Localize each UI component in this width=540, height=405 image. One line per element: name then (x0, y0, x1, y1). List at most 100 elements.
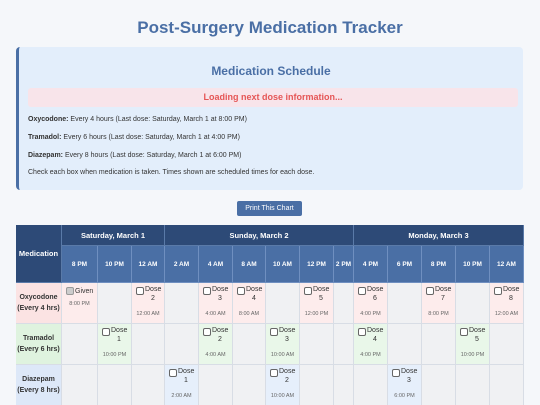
day-header: Saturday, March 1 (62, 225, 165, 246)
time-header: 10 AM (266, 246, 300, 283)
time-header: 10 PM (456, 246, 490, 283)
dose-checkbox[interactable] (270, 328, 278, 336)
empty-cell (98, 365, 132, 405)
dose-label: Dose 3 (401, 368, 418, 384)
dose-time: 2:00 AM (171, 393, 192, 399)
dose-time: 12:00 AM (494, 311, 519, 317)
empty-cell (422, 324, 456, 365)
dose-label: Dose 8 (503, 286, 520, 302)
day-header: Sunday, March 2 (165, 225, 354, 246)
time-header: 4 PM (354, 246, 388, 283)
dose-time: 10:00 PM (102, 352, 127, 358)
dose-time: 4:00 PM (360, 311, 381, 317)
dose-time: 10:00 AM (270, 352, 295, 358)
dose-cell[interactable]: Dose 8 12:00 AM (490, 283, 524, 324)
day-header: Monday, March 3 (354, 225, 524, 246)
dose-cell[interactable]: Dose 1 2:00 AM (165, 365, 199, 405)
dose-cell[interactable]: Dose 2 4:00 AM (199, 324, 233, 365)
empty-cell (233, 324, 266, 365)
dose-cell[interactable]: Dose 3 4:00 AM (199, 283, 233, 324)
medication-column-header: Medication (16, 225, 62, 283)
dose-label: Dose 3 (279, 327, 296, 343)
dose-label: Dose 5 (469, 327, 486, 343)
dose-time: 8:00 PM (69, 301, 90, 307)
dose-label: Dose 2 (212, 327, 229, 343)
medication-name-cell: Oxycodone (Every 4 hrs) (16, 283, 62, 324)
dose-time: 12:00 AM (136, 311, 160, 317)
empty-cell (456, 365, 490, 405)
empty-cell (132, 324, 165, 365)
time-header: 12 AM (490, 246, 524, 283)
dose-cell[interactable]: Dose 4 8:00 AM (233, 283, 266, 324)
dose-cell[interactable]: Dose 2 12:00 AM (132, 283, 165, 324)
time-header: 12 PM (300, 246, 334, 283)
dose-cell[interactable]: Dose 3 10:00 AM (266, 324, 300, 365)
dose-cell[interactable]: Dose 5 10:00 PM (456, 324, 490, 365)
dose-checkbox[interactable] (102, 328, 110, 336)
dose-label: Dose 2 (279, 368, 296, 384)
dose-checkbox[interactable] (237, 287, 245, 295)
medication-name-cell: Diazepam (Every 8 hrs) (16, 365, 62, 405)
dose-label: Given (75, 288, 94, 295)
dose-label: Dose 1 (178, 368, 195, 384)
dose-checkbox[interactable] (203, 287, 211, 295)
dose-time: 8:00 PM (428, 311, 449, 317)
dose-label: Dose 4 (367, 327, 384, 343)
dose-checkbox[interactable] (392, 369, 400, 377)
tramadol-info: Tramadol: Every 6 hours (Last dose: Satu… (28, 134, 240, 141)
dose-checkbox[interactable] (136, 287, 144, 295)
empty-cell (334, 365, 354, 405)
empty-cell (132, 365, 165, 405)
schedule-title: Medication Schedule (211, 64, 331, 78)
time-header: 8 AM (233, 246, 266, 283)
dose-label: Dose 7 (435, 286, 452, 302)
print-chart-button[interactable]: Print This Chart (237, 201, 302, 216)
empty-cell (98, 283, 132, 324)
dose-cell[interactable]: Given 8:00 PM (62, 283, 98, 324)
dose-checkbox[interactable] (169, 369, 177, 377)
medication-name-cell: Tramadol (Every 6 hrs) (16, 324, 62, 365)
diazepam-info: Diazepam: Every 8 hours (Last dose: Satu… (28, 152, 242, 159)
medication-grid: Medication Saturday, March 1 Sunday, March… (16, 225, 524, 405)
dose-label: Dose 6 (367, 286, 384, 302)
dose-label: Dose 1 (111, 327, 128, 343)
empty-cell (165, 324, 199, 365)
dose-checkbox[interactable] (304, 287, 312, 295)
dose-cell[interactable]: Dose 7 8:00 PM (422, 283, 456, 324)
dose-checkbox[interactable] (460, 328, 468, 336)
time-header: 12 AM (132, 246, 165, 283)
dose-time: 10:00 AM (270, 393, 295, 399)
empty-cell (233, 365, 266, 405)
dose-cell[interactable]: Dose 4 4:00 PM (354, 324, 388, 365)
dose-checkbox[interactable] (494, 287, 502, 295)
empty-cell (62, 365, 98, 405)
dose-cell[interactable]: Dose 6 4:00 PM (354, 283, 388, 324)
dose-label: Dose 3 (212, 286, 229, 302)
dose-checkbox[interactable] (66, 287, 74, 295)
dose-checkbox[interactable] (426, 287, 434, 295)
next-dose-status: Loading next dose information... (28, 88, 518, 107)
time-header: 2 PM (334, 246, 354, 283)
dose-cell[interactable]: Dose 2 10:00 AM (266, 365, 300, 405)
empty-cell (165, 283, 199, 324)
dose-time: 4:00 AM (205, 311, 226, 317)
dose-cell[interactable]: Dose 1 10:00 PM (98, 324, 132, 365)
empty-cell (334, 283, 354, 324)
dose-cell[interactable]: Dose 3 6:00 PM (388, 365, 422, 405)
dose-time: 8:00 AM (238, 311, 260, 317)
time-header: 10 PM (98, 246, 132, 283)
dose-checkbox[interactable] (270, 369, 278, 377)
dose-checkbox[interactable] (358, 287, 366, 295)
dose-label: Dose 4 (246, 286, 263, 302)
oxycodone-info: Oxycodone: Every 4 hours (Last dose: Sat… (28, 116, 247, 123)
instructions-note: Check each box when medication is taken.… (28, 169, 315, 176)
dose-checkbox[interactable] (358, 328, 366, 336)
time-header: 6 PM (388, 246, 422, 283)
dose-time: 4:00 AM (205, 352, 226, 358)
empty-cell (62, 324, 98, 365)
empty-cell (456, 283, 490, 324)
dose-cell[interactable]: Dose 5 12:00 PM (300, 283, 334, 324)
time-header: 4 AM (199, 246, 233, 283)
empty-cell (422, 365, 456, 405)
dose-checkbox[interactable] (203, 328, 211, 336)
